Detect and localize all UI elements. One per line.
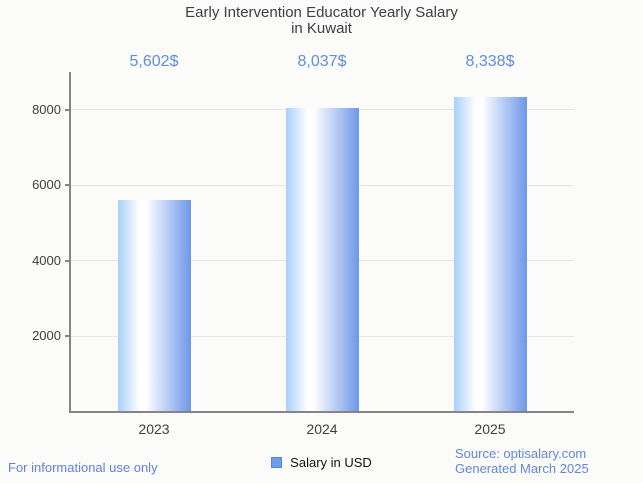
y-tick-mark-4000 (65, 259, 70, 262)
legend-swatch-icon (271, 457, 283, 468)
source-line: Source: optisalary.com (455, 446, 587, 461)
value-annotation-2023: 5,602$ (129, 53, 179, 70)
chart-legend: Salary in USD (0, 455, 643, 470)
x-tick-label-2024: 2024 (306, 421, 338, 437)
chart-title-line2: in Kuwait (291, 20, 352, 37)
chart-title: Early Intervention Educator Yearly Salar… (0, 5, 643, 37)
y-tick-label-6000: 6000 (32, 177, 61, 193)
bar-2025 (453, 97, 527, 411)
x-axis-line (69, 411, 574, 413)
y-tick-label-2000: 2000 (32, 328, 61, 344)
legend-label: Salary in USD (290, 455, 372, 470)
x-tick-label-2025: 2025 (474, 421, 506, 437)
y-tick-mark-8000 (65, 108, 70, 111)
x-tick-label-2023: 2023 (138, 421, 170, 437)
disclaimer-text: For informational use only (8, 460, 158, 475)
value-annotation-2024: 8,037$ (297, 53, 347, 70)
value-annotation-2025: 8,338$ (465, 53, 515, 70)
source-attribution: Source: optisalary.com Generated March 2… (455, 446, 589, 476)
y-tick-label-4000: 4000 (32, 252, 61, 268)
y-tick-mark-6000 (65, 184, 70, 187)
chart-title-line1: Early Intervention Educator Yearly Salar… (185, 4, 458, 21)
bar-2024 (285, 108, 359, 411)
bar-2023 (117, 200, 191, 411)
y-axis-line (69, 72, 71, 412)
y-tick-mark-2000 (65, 335, 70, 338)
y-tick-label-8000: 8000 (32, 101, 61, 117)
generated-line: Generated March 2025 (455, 461, 589, 476)
